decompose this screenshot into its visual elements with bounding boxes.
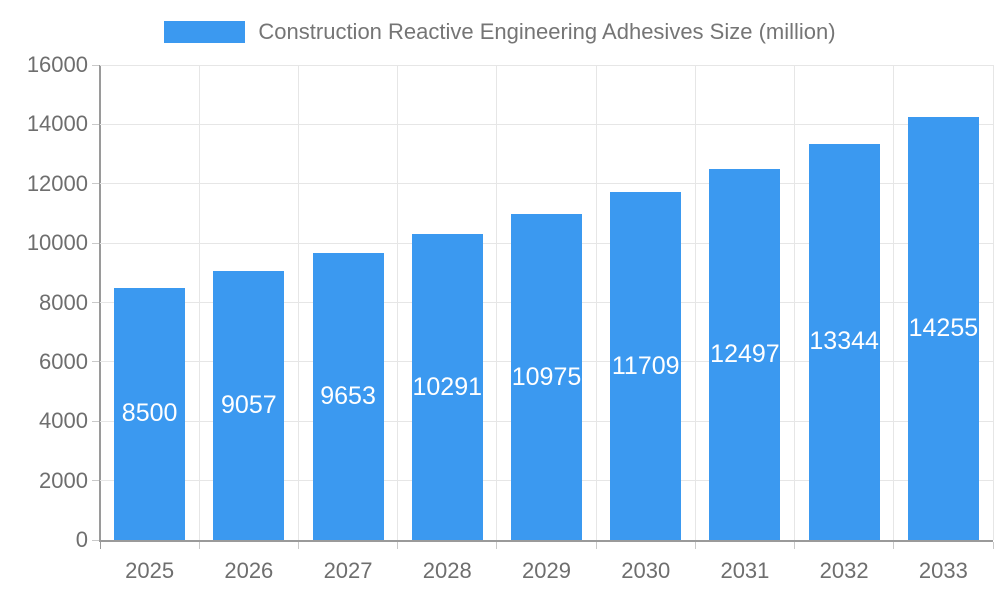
y-axis-tick-label: 6000 bbox=[39, 348, 88, 374]
bar-value-label: 11709 bbox=[611, 351, 680, 380]
x-gridline bbox=[198, 65, 200, 540]
x-axis-tick-mark bbox=[595, 542, 597, 549]
x-gridline bbox=[992, 65, 994, 540]
x-gridline bbox=[694, 65, 696, 540]
x-axis-tick-mark bbox=[893, 542, 895, 549]
plot-area: 8500 9057 9653 10291 10975 11709 12497 13344 142… bbox=[100, 64, 994, 540]
bar-value-label: 13344 bbox=[809, 327, 879, 356]
x-axis-tick-label: 2025 bbox=[125, 558, 175, 583]
y-axis-line bbox=[99, 65, 101, 542]
x-axis-tick-mark bbox=[496, 542, 498, 549]
bar-2032[interactable]: 13344 bbox=[808, 143, 880, 540]
y-axis-tick-mark bbox=[92, 302, 99, 303]
bar-value-label: 10975 bbox=[511, 362, 582, 391]
bar-2025[interactable]: 8500 bbox=[114, 287, 186, 540]
y-axis-tick-mark bbox=[92, 123, 99, 125]
y-axis-tick-label: 0 bbox=[75, 527, 88, 552]
x-gridline bbox=[297, 65, 299, 540]
x-axis-tick-mark bbox=[992, 542, 994, 549]
y-axis-tick-label: 16000 bbox=[26, 52, 88, 77]
bar-value-label: 10291 bbox=[412, 372, 483, 401]
y-gridline bbox=[100, 64, 993, 66]
y-axis-tick-label: 10000 bbox=[26, 230, 88, 256]
x-axis-tick-mark bbox=[694, 542, 696, 549]
bar-2027[interactable]: 9653 bbox=[312, 253, 384, 540]
x-axis-tick-mark bbox=[99, 542, 101, 549]
y-axis-tick-mark bbox=[92, 64, 99, 66]
x-axis-tick-mark bbox=[198, 542, 200, 549]
bar-2033[interactable]: 14255 bbox=[907, 116, 979, 540]
y-axis-tick-mark bbox=[92, 420, 99, 422]
y-gridline bbox=[100, 183, 993, 185]
y-axis-tick-mark bbox=[92, 539, 99, 541]
bar-value-label: 9057 bbox=[221, 391, 277, 420]
y-axis-tick-label: 14000 bbox=[26, 111, 88, 137]
y-gridline bbox=[100, 123, 993, 125]
bar-2029[interactable]: 10975 bbox=[511, 214, 582, 540]
x-axis-tick-mark bbox=[794, 542, 796, 549]
x-axis-tick-label: 2027 bbox=[323, 558, 373, 583]
x-axis-tick-label: 2032 bbox=[819, 558, 869, 583]
chart-legend[interactable]: Construction Reactive Engineering Adhesi… bbox=[0, 12, 1000, 52]
bar-value-label: 9653 bbox=[320, 382, 376, 411]
bar-value-label: 8500 bbox=[121, 399, 178, 428]
bar-2028[interactable]: 10291 bbox=[411, 234, 483, 540]
bar-value-label: 14255 bbox=[908, 313, 979, 342]
x-axis-tick-label: 2033 bbox=[918, 558, 968, 583]
y-axis-tick-label: 2000 bbox=[39, 467, 88, 493]
y-axis-tick-label: 12000 bbox=[26, 170, 88, 196]
y-axis-tick-label: 4000 bbox=[39, 408, 88, 434]
x-gridline bbox=[893, 65, 895, 540]
bar-2030[interactable]: 11709 bbox=[610, 192, 682, 540]
x-axis-tick-mark bbox=[297, 542, 299, 549]
x-axis-tick-label: 2026 bbox=[224, 558, 274, 583]
x-axis-tick-label: 2029 bbox=[522, 558, 571, 583]
x-axis-tick-label: 2028 bbox=[422, 558, 472, 583]
y-axis-tick-mark bbox=[92, 480, 99, 482]
y-axis-tick-mark bbox=[92, 361, 99, 363]
x-axis-tick-mark bbox=[397, 542, 399, 549]
y-axis-tick-label: 8000 bbox=[39, 289, 88, 315]
x-gridline bbox=[595, 65, 597, 540]
x-gridline bbox=[496, 65, 498, 540]
y-axis-tick-mark bbox=[92, 183, 99, 185]
x-gridline bbox=[794, 65, 796, 540]
legend-swatch bbox=[164, 21, 246, 43]
x-axis-tick-label: 2031 bbox=[720, 558, 770, 583]
bar-2026[interactable]: 9057 bbox=[213, 271, 285, 540]
bar-value-label: 12497 bbox=[710, 339, 780, 368]
x-axis-line bbox=[99, 540, 993, 542]
bar-2031[interactable]: 12497 bbox=[709, 168, 781, 540]
y-axis-tick-mark bbox=[92, 242, 99, 244]
legend-label: Construction Reactive Engineering Adhesi… bbox=[258, 19, 836, 44]
x-gridline bbox=[397, 65, 399, 540]
x-axis-tick-label: 2030 bbox=[621, 558, 671, 583]
